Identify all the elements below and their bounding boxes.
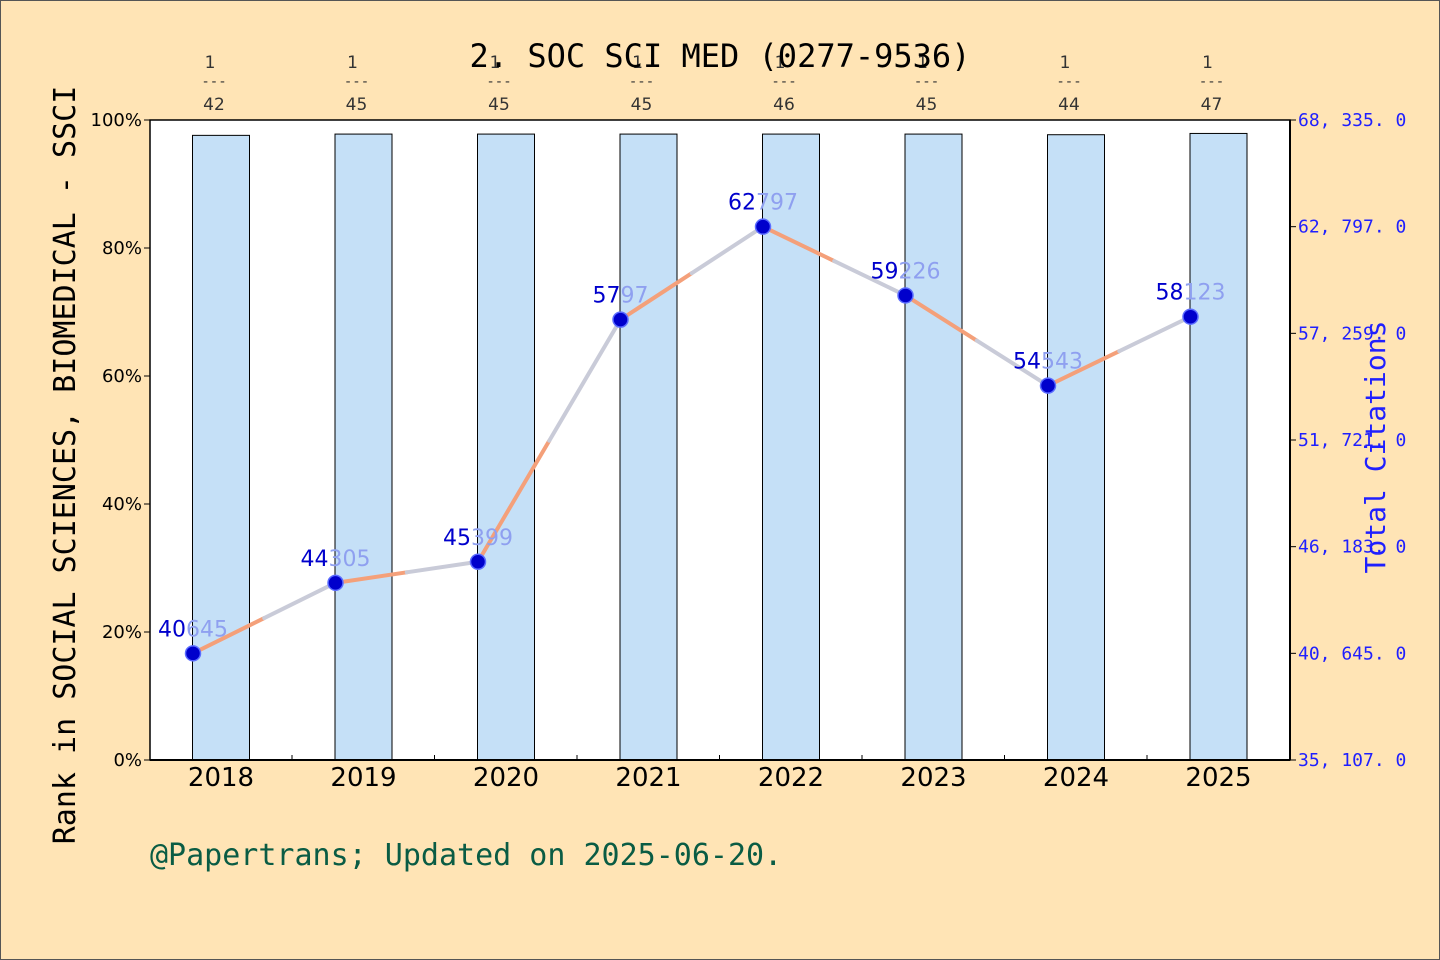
right-tick-label-5: 62, 797. 0 <box>1298 217 1406 238</box>
series-line-segment-2-a <box>476 438 552 564</box>
rank-denominator-2023: 45 <box>916 95 938 115</box>
rank-denominator-2021: 45 <box>631 95 653 115</box>
rank-denominator-2022: 46 <box>773 95 795 115</box>
rank-divider-2019: --- <box>344 74 369 90</box>
data-label-2018: 40645 <box>158 617 228 642</box>
data-point-2021 <box>612 311 629 328</box>
data-label-2022: 62797 <box>728 191 798 216</box>
rank-divider-2023: --- <box>914 74 939 90</box>
rank-divider-2021: --- <box>629 74 654 90</box>
data-point-2025 <box>1182 308 1199 325</box>
left-tick-label-0: 0% <box>113 750 142 771</box>
series-line-segment-5-a <box>903 293 979 343</box>
rank-denominator-2019: 45 <box>346 95 368 115</box>
data-point-2024 <box>1039 377 1057 394</box>
rank-labels-layer: 1---421---451---451---451---461---451---… <box>201 53 1224 115</box>
series-line-segment-3-b <box>689 224 765 276</box>
bar-2024 <box>1047 134 1105 761</box>
rank-numerator-2023: 1 <box>917 53 928 73</box>
series-line-segment-0-a <box>191 616 267 656</box>
series-line-segment-2-b <box>547 317 623 443</box>
x-tick-label-2024: 2024 <box>1043 763 1109 793</box>
rank-numerator-2021: 1 <box>632 53 643 73</box>
rank-denominator-2020: 45 <box>488 95 510 115</box>
bar-2018 <box>192 134 250 761</box>
series-line-segment-3-a <box>618 271 694 322</box>
plot-area <box>150 120 1290 760</box>
data-label-2021: 5797 <box>593 284 649 309</box>
x-tick-label-2023: 2023 <box>900 763 966 793</box>
x-axis-ticks: 2018 2019 2020 2021 2022 2023 2024 2025 <box>188 755 1290 793</box>
line-layer <box>191 224 1193 656</box>
left-tick-label-1: 20% <box>102 622 142 643</box>
right-tick-label-1: 40, 645. 0 <box>1298 643 1406 664</box>
left-tick-label-5: 100% <box>91 110 142 131</box>
left-tick-label-4: 80% <box>102 238 142 259</box>
data-label-2020: 45399 <box>443 526 513 551</box>
x-tick-label-2020: 2020 <box>473 763 539 793</box>
rank-numerator-2019: 1 <box>347 53 358 73</box>
rank-denominator-2025: 47 <box>1201 95 1223 115</box>
data-point-2022 <box>754 218 772 235</box>
right-tick-label-4: 57, 259. 0 <box>1298 323 1406 344</box>
rank-denominator-2018: 42 <box>203 95 225 115</box>
series-line-segment-6-b <box>1117 314 1193 354</box>
rank-divider-2024: --- <box>1056 74 1081 90</box>
x-tick-label-2019: 2019 <box>330 763 396 793</box>
series-line-segment-0-b <box>262 580 338 621</box>
x-tick-label-2018: 2018 <box>188 763 254 793</box>
data-point-2018 <box>184 645 202 662</box>
series-line-segment-1-a <box>333 570 409 585</box>
rank-numerator-2020: 1 <box>490 53 501 73</box>
data-label-2023: 59226 <box>871 259 941 284</box>
rank-denominator-2024: 44 <box>1058 95 1080 115</box>
rank-divider-2022: --- <box>771 74 796 90</box>
right-axis-ticks: 35, 107. 0 40, 645. 0 46, 183. 0 51, 721. 0… <box>1290 110 1406 771</box>
bar-2023 <box>904 133 963 761</box>
rank-numerator-2018: 1 <box>205 53 216 73</box>
data-point-2023 <box>897 287 914 304</box>
rank-divider-2025: --- <box>1199 74 1224 90</box>
right-tick-label-6: 68, 335. 0 <box>1298 110 1406 131</box>
right-tick-label-3: 51, 721. 0 <box>1298 430 1406 451</box>
footer-credit: @Papertrans; Updated on 2025-06-20. <box>150 838 782 873</box>
series-line-segment-6-a <box>1046 349 1122 388</box>
left-tick-label-2: 40% <box>102 494 142 515</box>
bar-2021 <box>619 133 678 761</box>
data-point-2020 <box>469 553 487 571</box>
bar-2020 <box>477 133 535 761</box>
series-line-segment-1-b <box>404 559 480 575</box>
right-tick-label-0: 35, 107. 0 <box>1298 750 1406 771</box>
rank-divider-2018: --- <box>201 74 226 90</box>
x-tick-label-2025: 2025 <box>1185 763 1251 793</box>
data-point-2019 <box>327 574 344 592</box>
data-label-2019: 44305 <box>301 547 371 572</box>
x-tick-label-2022: 2022 <box>758 763 824 793</box>
y-axis-left-label: Rank in SOCIAL SCIENCES, BIOMEDICAL - SS… <box>48 86 83 845</box>
rank-numerator-2024: 1 <box>1060 53 1071 73</box>
series-line-segment-4-b <box>832 259 908 298</box>
marker-layer <box>184 218 1199 662</box>
chart-title: 2. SOC SCI MED (0277-9536) <box>470 37 971 75</box>
left-tick-label-3: 60% <box>102 366 142 387</box>
rank-numerator-2025: 1 <box>1202 53 1213 73</box>
data-label-layer: 40645 44305 45399 5797 62797 59226 54543 58123 <box>158 191 1226 643</box>
data-label-2025: 58123 <box>1156 281 1226 306</box>
series-line-segment-5-b <box>974 338 1050 388</box>
bar-2025 <box>1189 132 1248 761</box>
y-axis-right-label: Total Citations <box>1359 321 1392 574</box>
rank-numerator-2022: 1 <box>775 53 786 73</box>
bar-2019 <box>334 133 393 761</box>
rank-divider-2020: --- <box>486 74 511 90</box>
data-label-2024: 54543 <box>1013 350 1083 375</box>
series-line-segment-4-a <box>761 224 837 264</box>
left-axis-ticks: 0% 20% 40% 60% 80% 100% <box>91 110 150 771</box>
right-tick-label-2: 46, 183. 0 <box>1298 537 1406 558</box>
x-tick-label-2021: 2021 <box>615 763 681 793</box>
